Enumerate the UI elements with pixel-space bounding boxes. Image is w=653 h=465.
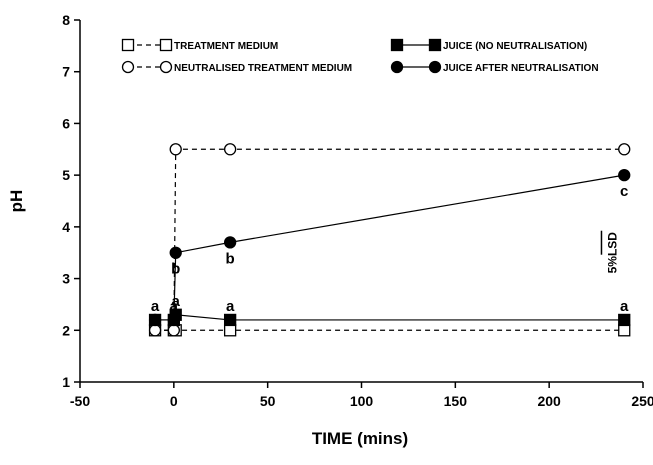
data-point: [167, 324, 180, 337]
y-tick-label: 2: [62, 322, 70, 338]
annotation: c: [620, 183, 628, 200]
legend-marker: [121, 60, 135, 74]
legend-label: NEUTRALISED TREATMENT MEDIUM: [174, 63, 352, 74]
x-tick-label: 150: [444, 393, 468, 409]
x-axis-label: TIME (mins): [312, 429, 408, 448]
annotation: a: [151, 298, 160, 315]
data-point: [223, 313, 237, 327]
annotation: a: [170, 298, 179, 315]
y-tick-label: 1: [62, 374, 70, 390]
y-tick-label: 3: [62, 271, 70, 287]
x-tick-label: 0: [170, 393, 178, 409]
legend-label: JUICE AFTER NEUTRALISATION: [443, 63, 599, 74]
data-point: [618, 313, 631, 327]
annotation: b: [171, 261, 180, 278]
legend-marker: [390, 60, 404, 74]
x-tick-label: 250: [631, 393, 653, 409]
legend-marker: [121, 38, 135, 52]
data-point: [148, 324, 162, 337]
annotation: a: [172, 293, 181, 310]
legend-marker: [390, 38, 404, 52]
annotation: a: [620, 298, 629, 315]
y-tick-label: 8: [62, 12, 70, 28]
annotation: a: [226, 298, 235, 315]
legend-label: TREATMENT MEDIUM: [174, 41, 278, 52]
x-tick-label: 100: [350, 393, 374, 409]
x-tick-label: 50: [260, 393, 276, 409]
legend-marker: [428, 60, 442, 74]
data-point: [167, 313, 180, 327]
legend-marker: [428, 38, 442, 52]
data-point: [223, 236, 237, 249]
data-point: [618, 324, 631, 337]
lsd-label: 5%LSD: [605, 232, 619, 274]
legend-label: JUICE (NO NEUTRALISATION): [443, 41, 587, 52]
legend-marker: [159, 38, 173, 52]
y-axis-label: pH: [7, 190, 26, 213]
data-point: [148, 313, 162, 327]
data-point: [169, 246, 182, 259]
y-tick-label: 5: [62, 167, 70, 183]
annotation: b: [226, 250, 235, 267]
data-point: [169, 143, 182, 156]
y-tick-label: 6: [62, 115, 70, 131]
x-tick-label: 200: [537, 393, 561, 409]
data-point: [223, 143, 237, 156]
data-point: [223, 324, 237, 337]
data-point: [618, 168, 631, 182]
y-tick-label: 7: [62, 64, 70, 80]
x-tick-label: -50: [70, 393, 90, 409]
data-point: [618, 143, 631, 156]
legend-marker: [159, 60, 173, 74]
y-tick-label: 4: [62, 219, 70, 235]
